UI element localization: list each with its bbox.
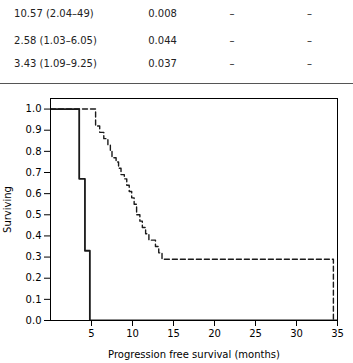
svg-text:5: 5 (88, 328, 94, 339)
svg-text:35: 35 (331, 328, 344, 339)
svg-text:0.3: 0.3 (26, 251, 42, 262)
html-text:10.57 (2.04–49): 10.57 (2.04–49) (14, 7, 94, 19)
html-text:0.008: 0.008 (148, 7, 177, 19)
svg-text:20: 20 (208, 328, 221, 339)
svg-text:0.2: 0.2 (26, 272, 42, 283)
svg-text:0.6: 0.6 (26, 188, 42, 199)
svg-text:0.7: 0.7 (26, 167, 42, 178)
svg-text:Progression free survival (mon: Progression free survival (months) (108, 349, 280, 360)
svg-text:Surviving: Surviving (2, 186, 13, 233)
svg-text:30: 30 (290, 328, 303, 339)
svg-text:0.5: 0.5 (26, 209, 42, 220)
svg-text:0.1: 0.1 (26, 294, 42, 305)
html-text:3.43 (1.09–9.25): 3.43 (1.09–9.25) (14, 57, 97, 69)
html-text:0.037: 0.037 (148, 57, 177, 69)
html-text:2.58 (1.03–6.05): 2.58 (1.03–6.05) (14, 34, 97, 46)
svg-text:25: 25 (249, 328, 262, 339)
svg-text:0.4: 0.4 (26, 230, 42, 241)
svg-text:0.9: 0.9 (26, 124, 42, 135)
svg-text:1.0: 1.0 (26, 103, 42, 114)
svg-text:15: 15 (167, 328, 180, 339)
svg-text:0.8: 0.8 (26, 146, 42, 157)
svg-text:10: 10 (126, 328, 139, 339)
svg-text:0.0: 0.0 (26, 315, 42, 326)
html-text:0.044: 0.044 (148, 34, 177, 46)
